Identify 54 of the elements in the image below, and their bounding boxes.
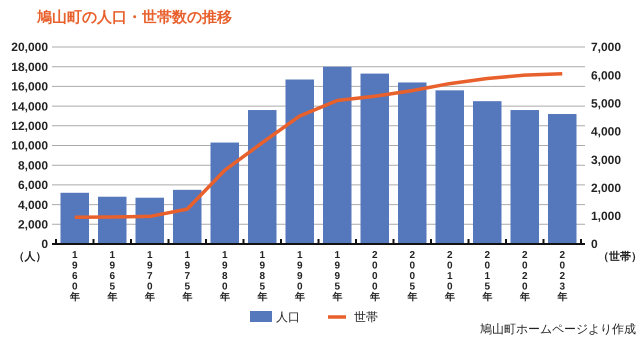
y-tick-label: 20,000	[11, 40, 48, 54]
y2-tick-label: 1,000	[591, 209, 622, 224]
x-tick-label: 1990年	[294, 250, 305, 303]
bar	[323, 66, 352, 244]
x-tick-label: 1980年	[218, 250, 230, 303]
legend-label: 世帯	[354, 310, 378, 324]
bar	[473, 101, 502, 244]
x-tick-label: 1970年	[144, 250, 155, 303]
x-tick-label: 1965年	[106, 250, 118, 303]
x-tick-label: 2000年	[368, 250, 380, 303]
y2-tick-label: 3,000	[591, 152, 622, 167]
y2-axis-title: （世帯）	[598, 250, 642, 263]
x-tick-label: 2015年	[481, 250, 492, 303]
y-tick-label: 6,000	[18, 178, 48, 192]
y-tick-label: 10,000	[11, 138, 48, 153]
y-tick-label: 0	[41, 237, 48, 252]
x-tick-label: 2010年	[444, 250, 455, 303]
bar	[248, 110, 276, 244]
bar	[136, 198, 164, 244]
y2-tick-label: 6,000	[591, 68, 622, 82]
y2-tick-label: 7,000	[591, 40, 622, 54]
bar	[398, 82, 426, 244]
y-tick-label: 2,000	[18, 218, 48, 232]
x-tick-label: 1975年	[181, 250, 192, 303]
bar	[173, 190, 202, 244]
chart-title: 鳩山町の人口・世帯数の推移	[36, 9, 232, 26]
bar	[98, 196, 126, 244]
legend-label: 人口	[276, 310, 300, 324]
x-tick-label: 2023年	[556, 250, 568, 303]
bar	[510, 110, 539, 244]
y2-tick-label: 4,000	[591, 124, 622, 139]
x-tick-label: 2005年	[406, 250, 418, 303]
x-tick-label: 1960年	[68, 250, 80, 303]
bar	[360, 74, 389, 244]
text: 鳩山町ホームページより作成	[480, 322, 636, 336]
line-series	[73, 72, 564, 220]
bar	[210, 142, 239, 244]
y-tick-label: 8,000	[18, 158, 48, 172]
bar	[60, 192, 89, 244]
y-tick-label: 4,000	[18, 198, 48, 212]
y-tick-label: 16,000	[11, 80, 48, 94]
x-tick-label: 1995年	[331, 250, 342, 303]
y-tick-label: 14,000	[11, 99, 48, 114]
bar	[286, 80, 314, 244]
y2-tick-label: 0	[591, 237, 598, 252]
y2-tick-label: 2,000	[591, 180, 622, 195]
y-axis-title: （人）	[14, 251, 46, 263]
y-tick-label: 18,000	[11, 60, 48, 74]
bar	[548, 114, 576, 244]
bar	[436, 90, 464, 244]
x-tick-label: 2020年	[518, 250, 530, 303]
y-tick-label: 12,000	[11, 119, 48, 133]
x-tick-label: 1985年	[256, 250, 268, 303]
y2-tick-label: 5,000	[591, 96, 622, 110]
